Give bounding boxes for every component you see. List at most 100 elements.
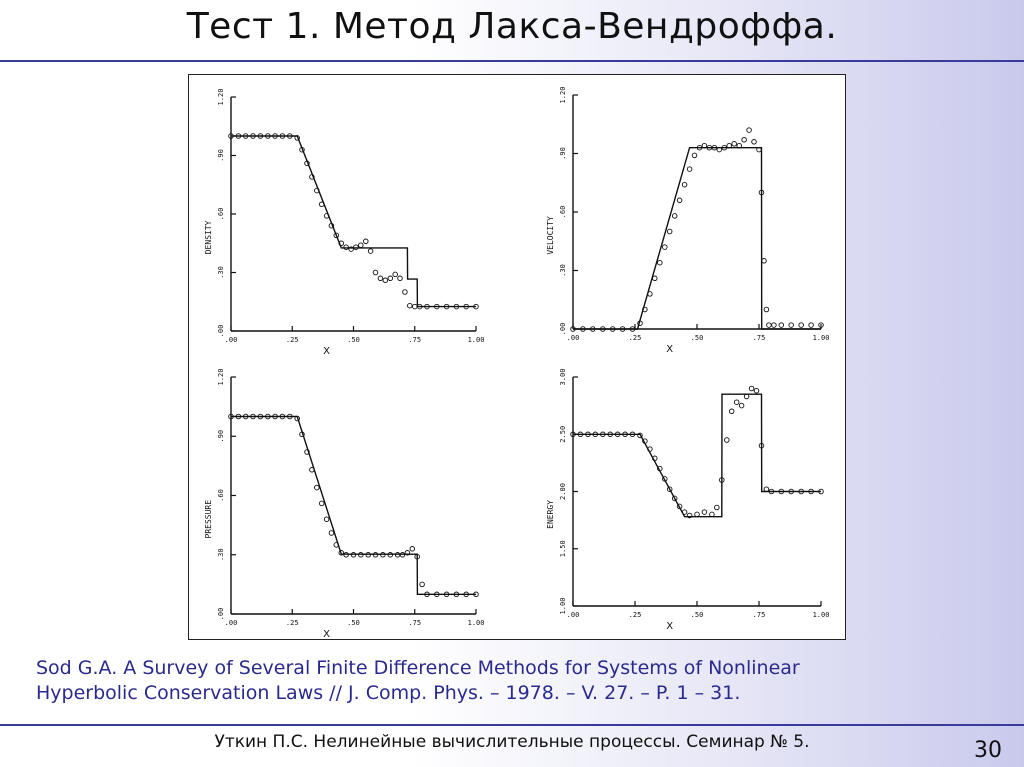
reference-line-1: Sod G.A. A Survey of Several Finite Diff… [36,657,800,679]
data-point [279,133,286,139]
x-tick-label: .75 [408,619,421,627]
y-tick-label: 2.00 [559,483,567,500]
data-point [570,431,576,438]
data-point [463,303,469,310]
data-point [724,437,730,443]
y-tick-label: 3.00 [559,369,567,386]
data-point [358,242,364,248]
data-point [709,511,715,518]
data-point [701,142,708,149]
data-point [798,322,804,328]
data-point [338,550,345,556]
y-tick-label: .00 [559,323,567,336]
data-point [741,137,747,143]
data-point [443,303,450,310]
data-point [257,413,264,420]
reference: Sod G.A. A Survey of Several Finite Diff… [36,656,996,706]
data-point [228,413,234,420]
y-tick-label: .60 [217,208,225,221]
chart-pressure: .00 .25 .50 .75 1.00 .00 .30 .60 .90 1.20 X PRESSUR… [204,369,484,640]
data-point [577,431,584,438]
data-point [242,133,249,139]
data-point [768,488,775,495]
data-point [763,306,770,313]
data-point [414,553,420,560]
data-point [808,488,814,495]
y-tick-label: .00 [217,325,225,338]
data-point [711,144,718,151]
data-point [778,488,785,495]
data-point [272,133,278,139]
data-point [287,413,293,420]
data-point [404,550,411,556]
data-point [818,488,824,495]
data-point [399,552,406,558]
data-point [299,431,305,438]
x-tick-label: .00 [225,336,238,344]
data-point [387,275,394,282]
y-axis-label: ENERGY [546,500,555,529]
data-point [309,174,315,180]
data-point [358,552,364,558]
data-point [367,248,374,254]
x-axis-label: X [323,629,330,640]
x-tick-label: .25 [629,334,642,342]
data-point [647,291,653,297]
data-point [424,303,430,310]
data-point [662,476,668,482]
data-point [372,552,379,558]
data-point [751,139,757,145]
exact-solution-line [573,393,821,518]
data-point [600,431,606,438]
data-point [434,591,440,598]
chart-velocity: .00 .25 .50 .75 1.00 .00 .30 .60 .90 1.20 X VELOCIT… [546,87,829,355]
exact-solution-line [231,415,476,595]
data-point [382,277,389,284]
data-point [719,477,725,483]
x-tick-label: .25 [286,619,299,627]
data-point [666,228,673,235]
data-point [570,326,576,332]
x-tick-label: .00 [567,611,580,619]
page-number: 30 [974,738,1002,763]
data-point [265,133,271,139]
data-point [637,432,643,439]
data-point [228,133,234,139]
data-point [257,133,264,139]
data-point [434,303,440,310]
data-point [590,326,596,332]
x-axis-label: X [323,346,330,357]
data-point [614,431,621,438]
data-point [758,442,765,449]
x-tick-label: 1.00 [813,334,830,342]
data-point [716,146,723,153]
data-point [242,413,249,420]
data-point [600,326,606,332]
data-point [377,275,384,282]
data-point [343,552,349,558]
data-point [372,269,379,276]
data-point [642,306,648,313]
data-point [473,303,479,310]
chart-density: .00 .25 .50 .75 1.00 .00 .30 .60 .90 1.20 X DENSITY [204,89,484,357]
y-axis-label: DENSITY [204,220,213,254]
data-point [309,467,315,473]
data-point [250,413,256,420]
data-point [409,546,416,552]
data-point [671,495,678,502]
data-point [736,142,742,149]
x-tick-label: .75 [408,336,421,344]
y-tick-label: 1.20 [217,369,225,386]
data-point [676,197,683,204]
x-tick-label: .00 [567,334,580,342]
data-point [756,146,762,153]
data-point [235,413,242,420]
data-point [453,303,460,310]
data-point [365,552,371,558]
data-point [328,530,335,536]
x-tick-label: .50 [691,334,704,342]
data-point [265,413,271,420]
data-point [758,189,765,196]
data-point [691,152,698,159]
y-tick-label: .60 [217,489,225,502]
